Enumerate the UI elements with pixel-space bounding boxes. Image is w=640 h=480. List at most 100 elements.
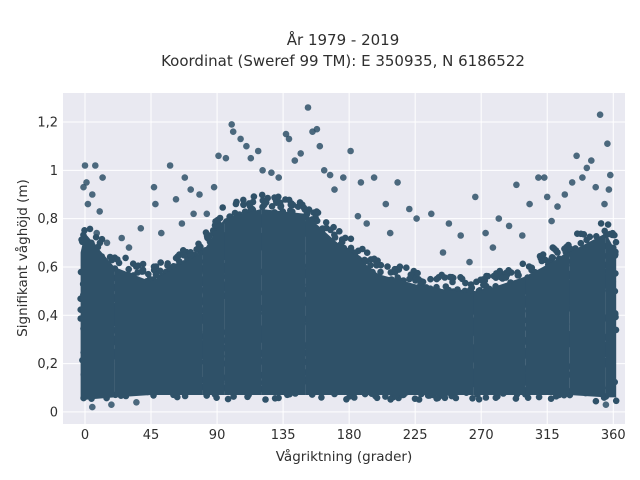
data-point <box>363 220 371 227</box>
data-point <box>81 227 88 234</box>
data-point <box>415 275 422 283</box>
data-point <box>541 174 548 181</box>
data-point <box>396 263 404 271</box>
data-point <box>561 191 569 198</box>
data-point <box>573 152 580 160</box>
data-point <box>122 254 129 262</box>
data-point <box>354 212 362 220</box>
data-point-cluster <box>261 209 306 395</box>
y-tick-label: 0,4 <box>37 309 58 324</box>
data-point-cluster <box>569 233 606 398</box>
data-point-cluster <box>334 240 379 395</box>
data-point <box>152 200 159 208</box>
data-point <box>446 273 454 281</box>
data-point <box>254 147 262 155</box>
data-point <box>596 111 604 118</box>
data-points <box>77 104 620 411</box>
data-point <box>316 142 324 150</box>
data-point <box>512 395 520 402</box>
data-point <box>139 260 147 268</box>
data-point <box>505 222 513 230</box>
data-point <box>326 171 334 179</box>
data-point <box>363 249 371 256</box>
y-axis-label: Signifikant våghöjd (m) <box>14 179 31 337</box>
data-point <box>203 210 211 218</box>
data-point <box>602 401 610 409</box>
data-point <box>287 201 295 208</box>
data-point <box>243 142 250 150</box>
data-point <box>275 193 282 201</box>
data-point <box>475 396 483 403</box>
data-point <box>240 201 247 209</box>
data-point <box>597 220 605 227</box>
data-point <box>158 229 165 237</box>
x-tick-label: 90 <box>209 428 226 443</box>
data-point <box>83 179 90 186</box>
x-ticks: 0 45 90 135 180 225 270 315 360 <box>81 428 626 443</box>
data-point <box>433 395 440 402</box>
data-point <box>318 394 325 401</box>
x-tick-label: 315 <box>535 428 560 443</box>
data-point <box>362 257 370 265</box>
y-tick-label: 0,8 <box>37 212 58 227</box>
data-point <box>445 220 453 227</box>
data-point <box>505 267 512 274</box>
data-point-cluster <box>605 233 617 398</box>
data-point <box>561 245 568 253</box>
data-point <box>439 249 447 256</box>
data-point <box>96 208 103 215</box>
data-point <box>592 397 600 405</box>
data-point <box>258 191 266 199</box>
data-point <box>313 217 321 225</box>
data-point <box>502 274 510 281</box>
chart-title: År 1979 - 2019 <box>287 30 400 49</box>
y-tick-label: 1 <box>50 164 58 179</box>
data-point-cluster <box>378 274 423 395</box>
x-tick-label: 270 <box>469 428 494 443</box>
y-tick-label: 0,6 <box>37 260 58 275</box>
data-point <box>457 232 465 239</box>
data-point <box>215 152 222 160</box>
data-point-cluster <box>224 209 262 395</box>
data-point <box>605 186 613 193</box>
data-point <box>210 183 218 191</box>
data-point <box>195 244 202 252</box>
data-point <box>89 403 96 411</box>
x-tick-label: 135 <box>271 428 296 443</box>
x-axis-label: Vågriktning (grader) <box>276 448 413 465</box>
data-point <box>240 196 247 204</box>
data-point <box>153 271 160 279</box>
y-tick-label: 0 <box>50 405 58 420</box>
x-tick-label: 180 <box>337 428 362 443</box>
data-point-cluster <box>473 276 526 395</box>
data-point <box>427 275 434 283</box>
data-point <box>260 201 268 209</box>
data-point <box>285 135 293 143</box>
data-point <box>435 274 443 281</box>
data-point <box>495 215 503 222</box>
data-point <box>245 200 253 207</box>
data-point <box>413 215 420 222</box>
data-point <box>579 174 586 181</box>
data-point <box>114 256 121 263</box>
data-point <box>601 227 608 235</box>
data-point <box>304 104 312 111</box>
data-point <box>228 121 235 128</box>
data-point <box>179 247 187 254</box>
data-point <box>259 167 266 174</box>
data-point <box>224 395 232 403</box>
chart-subtitle: Koordinat (Sweref 99 TM): E 350935, N 61… <box>161 52 525 70</box>
data-point <box>519 260 527 268</box>
data-point <box>331 234 339 241</box>
data-point <box>262 396 269 403</box>
data-point-cluster <box>202 218 225 395</box>
data-point <box>133 399 140 406</box>
x-tick-label: 45 <box>143 428 160 443</box>
data-point <box>229 128 237 135</box>
data-point <box>469 395 476 402</box>
data-point <box>282 130 290 138</box>
data-point <box>99 174 106 181</box>
data-point <box>592 183 599 191</box>
data-point <box>271 395 279 402</box>
data-point <box>586 233 594 241</box>
